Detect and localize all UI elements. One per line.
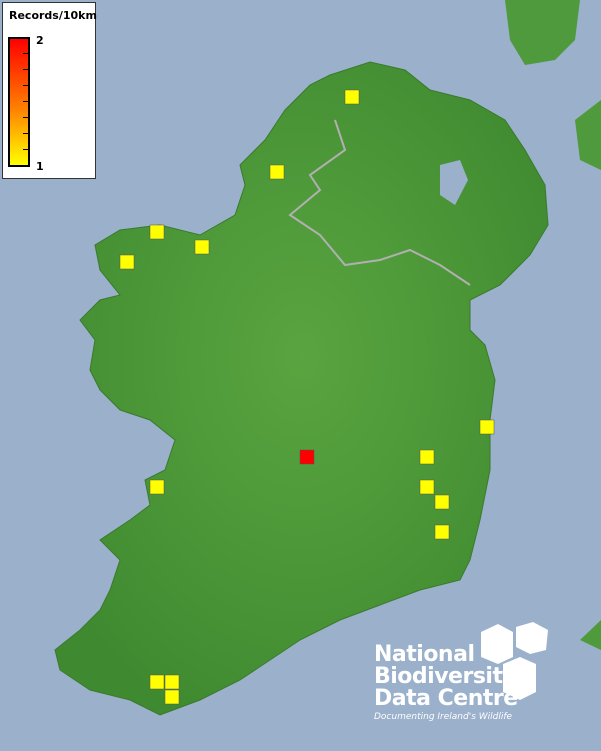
nbdc-logo-icon [481, 622, 548, 700]
color-ramp [8, 37, 30, 167]
record-square[interactable] [194, 239, 210, 255]
record-square[interactable] [149, 224, 165, 240]
legend-max-label: 2 [36, 34, 44, 47]
logo-line3: Data Centre [374, 686, 518, 711]
record-square[interactable] [149, 674, 165, 690]
logo-tagline: Documenting Ireland's Wildlife [374, 712, 513, 722]
ni-border [288, 119, 471, 286]
record-square[interactable] [299, 449, 315, 465]
wales-landmass [575, 100, 601, 650]
record-square[interactable] [419, 479, 435, 495]
nbdc-logo: National Biodiversity Data Centre Docume… [374, 642, 518, 723]
record-square[interactable] [269, 164, 285, 180]
record-square[interactable] [344, 89, 360, 105]
record-square[interactable] [434, 524, 450, 540]
scotland-landmass [505, 0, 580, 65]
record-square[interactable] [164, 674, 180, 690]
legend-title: Records/10km [9, 9, 97, 22]
record-square[interactable] [419, 449, 435, 465]
lough-neagh [440, 160, 468, 205]
record-square[interactable] [119, 254, 135, 270]
record-square[interactable] [149, 479, 165, 495]
legend: Records/10km 2 1 [2, 2, 97, 179]
record-square[interactable] [434, 494, 450, 510]
record-square[interactable] [164, 689, 180, 705]
logo-line2: Biodiversity [374, 664, 517, 689]
ireland-landmass [54, 61, 549, 716]
record-squares [119, 89, 495, 705]
legend-min-label: 1 [36, 160, 44, 173]
logo-line1: National [374, 642, 475, 667]
record-square[interactable] [479, 419, 495, 435]
